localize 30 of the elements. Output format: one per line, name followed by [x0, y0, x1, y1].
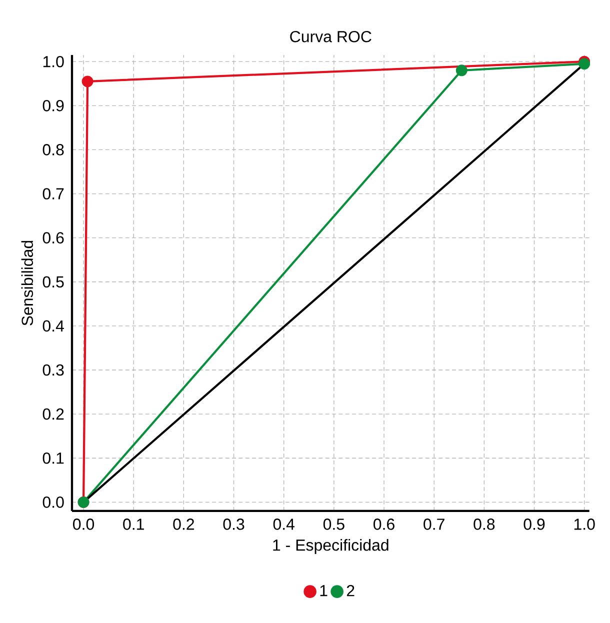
- y-tick-label: 1.0: [43, 56, 64, 68]
- y-tick-label: 0.5: [42, 276, 64, 288]
- y-tick-label: 0.8: [42, 144, 64, 156]
- x-tick-label: 0.8: [474, 518, 495, 530]
- legend-label: 1: [320, 585, 328, 596]
- x-tick-label: 0.7: [424, 518, 444, 530]
- x-tick-label: 0.3: [223, 518, 244, 530]
- legend-label: 2: [346, 585, 354, 596]
- x-tick-label: 1.0: [574, 518, 595, 530]
- y-tick-label: 0.6: [42, 232, 64, 244]
- point: [456, 64, 468, 76]
- y-tick-label: 0.7: [42, 188, 64, 200]
- x-tick-label: 0.2: [173, 518, 194, 530]
- x-axis-title: 1 - Especificidad: [273, 539, 388, 554]
- x-tick-label: 0.5: [323, 518, 344, 530]
- x-tick-label: 0.9: [524, 518, 545, 530]
- y-tick-label: 0.9: [42, 100, 64, 112]
- x-tick-label: 0.1: [123, 518, 144, 530]
- y-axis-title: Sensibilidad: [21, 240, 34, 326]
- x-tick-label: 0.4: [273, 518, 294, 530]
- y-tick-label: 0.1: [42, 452, 64, 464]
- point: [82, 76, 94, 88]
- y-tick-label: 0.4: [42, 320, 64, 332]
- x-tick-label: 0.6: [374, 518, 394, 530]
- y-tick-label: 0.3: [42, 364, 64, 376]
- x-tick-label: 0.0: [73, 518, 94, 530]
- chart-title: Curva ROC: [290, 30, 372, 42]
- y-tick-label: 0.0: [42, 496, 64, 508]
- point: [578, 58, 590, 70]
- y-tick-label: 0.2: [42, 408, 64, 420]
